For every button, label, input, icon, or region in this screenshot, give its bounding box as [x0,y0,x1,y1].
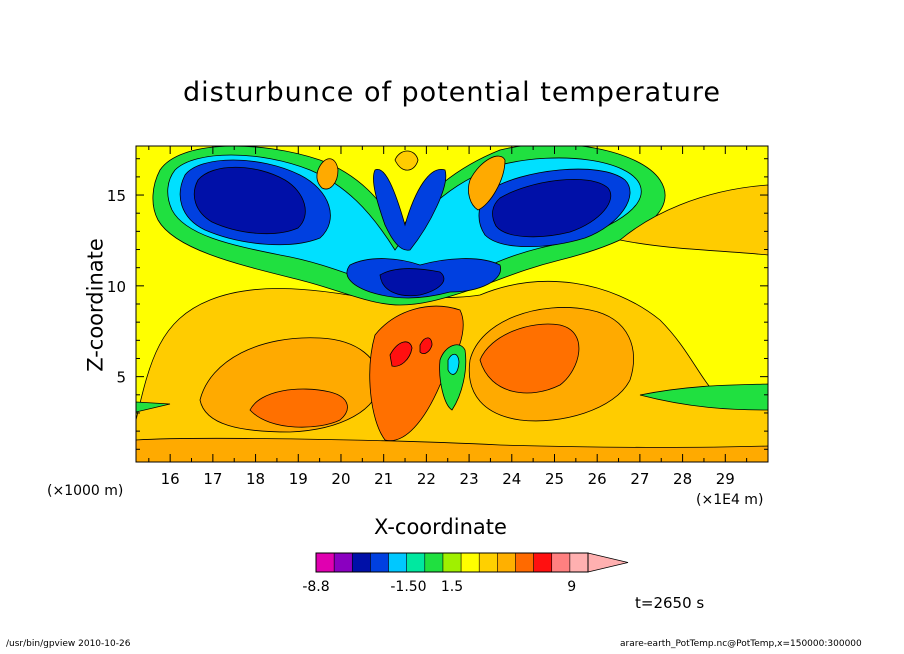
field-plume-top [394,150,419,171]
colorbar-label: 1.5 [441,579,463,595]
colorbar-swatch [406,552,426,573]
time-annotation: t=2650 s [635,594,705,612]
x-tick-label: 22 [417,470,436,488]
colorbar-swatch [351,552,371,573]
x-tick-label: 17 [203,470,222,488]
x-tick-label: 19 [289,470,308,488]
y-axis-label: Z-coordinate [83,238,108,372]
x-axis-ticks: 16 17 18 19 20 21 22 23 24 25 26 27 28 29 [148,146,748,488]
x-tick-label: 27 [630,470,649,488]
x-tick-label: 25 [545,470,564,488]
field-cyan-spot [447,353,460,375]
colorbar-label: -1.50 [390,579,426,595]
field-plume-right [468,155,506,211]
x-axis-unit-left: (×1000 m) [47,483,124,499]
colorbar-label: -8.8 [302,579,329,595]
x-tick-label: 28 [673,470,692,488]
colorbar-swatch [370,552,390,573]
colorbar-swatch [315,552,335,573]
field-green-right [639,383,768,411]
field-core-red-2 [419,337,433,354]
colorbar-swatch [533,552,553,573]
x-tick-label: 29 [716,470,735,488]
colorbar: -8.8 -1.50 1.5 9 [302,552,629,595]
footer-left: /usr/bin/gpview 2010-10-26 [6,639,131,649]
x-axis-unit-right: (×1E4 m) [696,492,764,508]
colorbar-swatch [333,552,353,573]
y-tick-label: 10 [107,278,126,296]
x-tick-label: 16 [161,470,180,488]
x-tick-label: 24 [502,470,521,488]
colorbar-swatch [424,552,444,573]
footer-right: arare-earth_PotTemp.nc@PotTemp,x=150000:… [620,639,862,649]
colorbar-swatch [442,552,462,573]
field-navy-left [194,166,306,235]
colorbar-swatch [515,552,535,573]
colorbar-extend-arrow [587,552,629,573]
chart-title: disturbunce of potential temperature [183,77,721,108]
colorbar-swatch [497,552,517,573]
y-axis-ticks: 5 10 15 [107,158,768,450]
field-deep-orange-left [249,388,348,428]
colorbar-swatch [551,552,571,573]
x-tick-label: 26 [588,470,607,488]
colorbar-frame [315,552,589,573]
colorbar-swatch [460,552,480,573]
field-green-left [136,401,171,413]
contour-fields [136,146,768,462]
field-blue-vee [373,168,447,251]
field-navy-center [379,268,445,297]
field-lowest-band [136,437,768,462]
y-tick-label: 5 [116,369,126,387]
colorbar-swatch [569,552,589,573]
colorbar-swatch [388,552,408,573]
field-navy-right [492,178,612,238]
x-tick-label: 18 [246,470,265,488]
y-tick-label: 15 [107,187,126,205]
field-core-orange [369,305,464,442]
x-axis-label: X-coordinate [374,515,507,539]
x-tick-label: 20 [331,470,350,488]
field-core-red [389,341,413,367]
field-plume-left [316,158,339,190]
x-tick-label: 21 [374,470,393,488]
field-right-tongue [619,184,768,256]
colorbar-label: 9 [567,579,576,595]
colorbar-swatch [478,552,498,573]
x-tick-label: 23 [460,470,479,488]
field-deep-orange-right [479,323,580,394]
